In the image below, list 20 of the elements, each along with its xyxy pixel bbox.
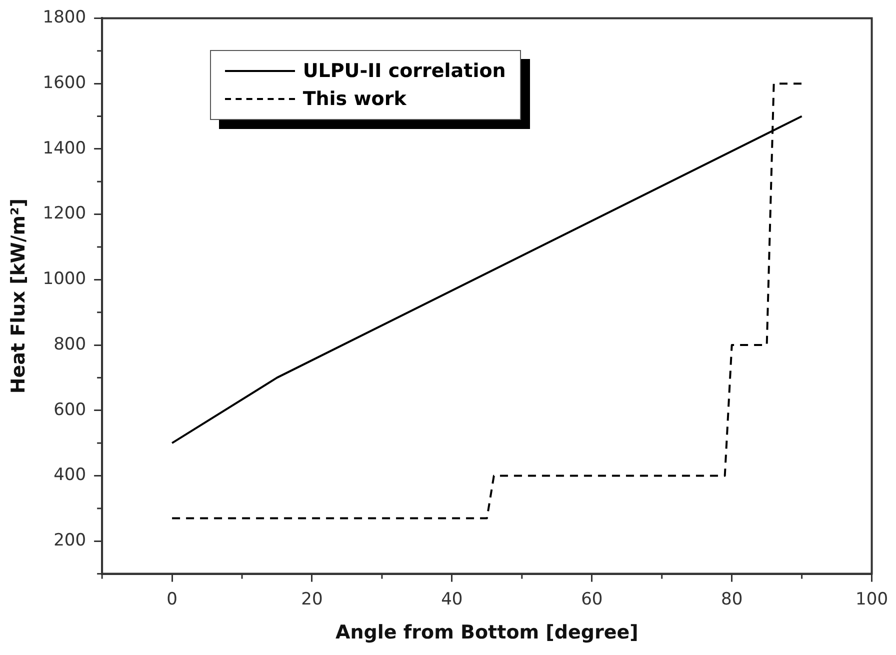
legend-label: This work [302,88,406,110]
x-tick-label: 100 [856,589,888,610]
y-tick-label: 400 [54,465,86,486]
line-series [171,82,803,520]
y-tick-label: 1200 [42,204,86,224]
x-tick-label: 80 [721,589,743,610]
legend-label: ULPU-II correlation [302,60,506,82]
y-tick-label: 1600 [42,72,86,93]
y-tick-label: 1000 [42,269,86,290]
x-tick-label: 20 [301,589,323,610]
y-axis-title: Heat Flux [kW/m²] [7,198,30,394]
y-tick-label: 1400 [42,138,86,158]
y-tick-label: 600 [54,400,86,420]
y-tick-label: 1800 [42,8,86,28]
x-tick-label: 40 [441,589,463,610]
x-axis-title: Angle from Bottom [degree] [336,622,638,644]
y-tick-label: 200 [54,530,86,551]
x-tick-label: 0 [166,589,178,610]
y-tick-label: 800 [54,334,86,354]
x-tick-label: 60 [581,589,603,610]
